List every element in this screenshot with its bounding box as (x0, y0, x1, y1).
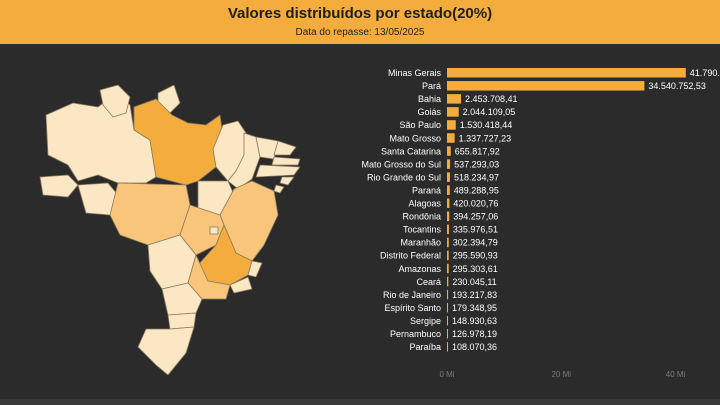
bar[interactable] (447, 172, 450, 182)
map-state-parana[interactable] (161, 282, 203, 316)
value-label: 126.978,19 (452, 329, 497, 339)
value-label: 394.257,06 (453, 212, 498, 222)
bars-group: Minas Gerais 41.790.78 Pará 34.540.752,53 Ba… (361, 68, 720, 352)
bar[interactable] (447, 250, 449, 261)
category-label: Ceará (416, 277, 441, 287)
brazil-map[interactable] (38, 85, 328, 375)
map-state-paraiba[interactable] (271, 156, 301, 166)
bar[interactable] (447, 276, 449, 287)
bottom-divider (0, 399, 720, 405)
category-label: Paraná (412, 185, 441, 195)
category-label: Paraíba (409, 342, 441, 352)
bar[interactable] (447, 107, 459, 117)
map-state-pernambuco[interactable] (255, 164, 301, 178)
category-label: Mato Grosso (389, 133, 441, 143)
map-state-espirito-santo[interactable] (247, 260, 263, 278)
map-state-distrito-federal[interactable] (209, 226, 219, 235)
value-label: 302.394,79 (453, 238, 498, 248)
category-label: Mato Grosso do Sul (361, 159, 441, 169)
x-tick-label: 40 Mi (666, 370, 686, 379)
map-state-santa-catarina[interactable] (167, 312, 197, 330)
x-axis: 0 Mi 20 Mi 40 Mi (439, 370, 685, 379)
value-label: 295.303,61 (453, 264, 498, 274)
value-label: 34.540.752,53 (648, 81, 706, 91)
bar[interactable] (447, 120, 456, 130)
bar[interactable] (447, 289, 449, 300)
category-label: Espírito Santo (384, 303, 441, 313)
value-label: 537.293,03 (454, 159, 499, 169)
value-label: 295.590,93 (453, 251, 498, 261)
category-label: Rondônia (402, 212, 441, 222)
value-label: 518.234,97 (454, 172, 499, 182)
category-label: Sergipe (410, 316, 441, 326)
category-label: Santa Catarina (381, 146, 441, 156)
value-label: 41.790.78 (690, 68, 720, 78)
category-label: Rio de Janeiro (383, 290, 441, 300)
value-label: 1.530.418,44 (460, 120, 513, 130)
value-label: 193.217,83 (452, 290, 497, 300)
category-label: Goiás (417, 107, 441, 117)
bar[interactable] (447, 185, 450, 195)
category-label: São Paulo (399, 120, 441, 130)
bar[interactable] (447, 263, 449, 274)
bar[interactable] (447, 68, 686, 78)
repasse-date: Data do repasse: 13/05/2025 (295, 27, 425, 38)
map-state-rio-de-janeiro[interactable] (229, 276, 253, 294)
map-state-sergipe[interactable] (273, 184, 285, 194)
bar[interactable] (447, 94, 462, 104)
bar[interactable] (447, 146, 451, 156)
value-label: 179.348,95 (452, 303, 497, 313)
x-tick-label: 20 Mi (552, 370, 572, 379)
value-label: 420.020,76 (453, 199, 498, 209)
value-label: 230.045,11 (452, 277, 496, 287)
bar[interactable] (447, 159, 451, 169)
bar[interactable] (447, 237, 449, 248)
bar[interactable] (447, 329, 448, 339)
value-label: 1.337.727,23 (459, 133, 512, 143)
category-label: Maranhão (400, 238, 441, 248)
map-state-rio-grande-do-norte[interactable] (273, 140, 297, 156)
value-label: 148.930,63 (452, 316, 497, 326)
bar[interactable] (447, 81, 645, 91)
x-tick-label: 0 Mi (439, 370, 454, 379)
category-label: Tocantins (403, 225, 442, 235)
bar[interactable] (447, 133, 455, 143)
bar[interactable] (447, 302, 449, 313)
value-label: 108.070,36 (452, 342, 497, 352)
bar[interactable] (447, 342, 448, 352)
value-label: 655.817,92 (455, 146, 500, 156)
page-title: Valores distribuídos por estado(20%) (227, 5, 493, 22)
map-state-acre[interactable] (39, 174, 79, 198)
bar[interactable] (447, 315, 448, 326)
value-label: 2.044.109,05 (463, 107, 516, 117)
map-state-rio-grande-do-sul[interactable] (137, 326, 195, 375)
map-state-alagoas[interactable] (279, 176, 295, 186)
category-label: Amazonas (398, 264, 441, 274)
category-label: Pará (422, 81, 441, 91)
bar[interactable] (447, 211, 450, 222)
value-label: 489.288,95 (454, 185, 499, 195)
header-bar: Valores distribuídos por estado(20%) Dat… (0, 0, 720, 44)
bar[interactable] (447, 224, 449, 235)
bar-chart: Minas Gerais 41.790.78 Pará 34.540.752,53 Ba… (361, 68, 720, 379)
category-label: Distrito Federal (380, 251, 441, 261)
map-state-roraima[interactable] (99, 85, 131, 118)
category-label: Bahia (418, 94, 441, 104)
category-label: Rio Grande do Sul (367, 172, 441, 182)
bar[interactable] (447, 198, 450, 209)
value-label: 2.453.708,41 (465, 94, 518, 104)
category-label: Alagoas (408, 199, 441, 209)
category-label: Minas Gerais (388, 68, 442, 78)
category-label: Pernambuco (390, 329, 441, 339)
value-label: 335.976,51 (453, 225, 498, 235)
